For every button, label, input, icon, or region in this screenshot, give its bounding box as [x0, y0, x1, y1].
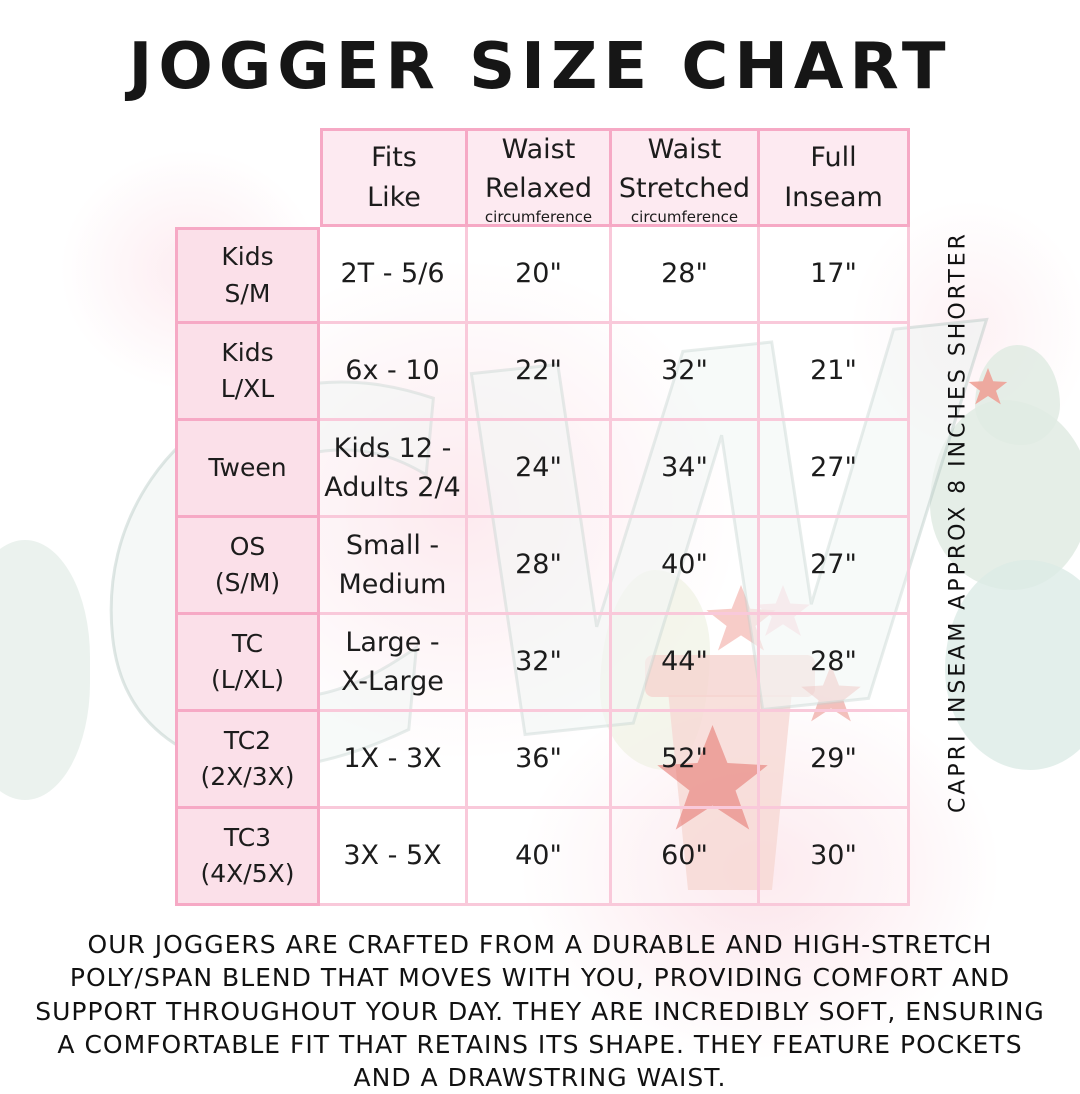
header-cell-waist-relaxed: Waist Relaxed circumference	[468, 128, 612, 227]
row-label-os-sm: OS (S/M)	[175, 518, 320, 615]
product-description: OUR JOGGERS ARE CRAFTED FROM A DURABLE A…	[35, 930, 1045, 1092]
value-cell: 6x - 10	[320, 324, 468, 421]
row-label-tc-lxl: TC (L/XL)	[175, 615, 320, 712]
column-header-label: Full Inseam	[784, 142, 883, 213]
column-header-subtext: circumference	[630, 207, 739, 226]
value-cell: 28"	[468, 518, 612, 615]
value-cell: 34"	[612, 421, 760, 518]
value-cell: 17"	[760, 227, 910, 324]
value-cell: 32"	[468, 615, 612, 712]
value-cell: 40"	[468, 809, 612, 906]
value-cell: 27"	[760, 421, 910, 518]
value-cell: 44"	[612, 615, 760, 712]
value-cell: 24"	[468, 421, 612, 518]
value-cell: 22"	[468, 324, 612, 421]
value-cell: Kids 12 - Adults 2/4	[320, 421, 468, 518]
row-label-tc2: TC2 (2X/3X)	[175, 712, 320, 809]
cactus-illustration	[0, 540, 90, 800]
value-cell: 32"	[612, 324, 760, 421]
flower-pot-illustration	[645, 655, 815, 697]
column-header-label: Waist Stretched	[618, 133, 751, 204]
capri-inseam-note: CAPRI INSEAM APPROX 8 INCHES SHORTER	[945, 231, 971, 813]
value-cell: 60"	[612, 809, 760, 906]
value-cell: 52"	[612, 712, 760, 809]
value-cell: 2T - 5/6	[320, 227, 468, 324]
value-cell: 3X - 5X	[320, 809, 468, 906]
size-chart-table: Fits Like Waist Relaxed circumference Wa…	[175, 128, 910, 906]
value-cell: Large - X-Large	[320, 615, 468, 712]
value-cell: 30"	[760, 809, 910, 906]
value-cell: 40"	[612, 518, 760, 615]
value-cell: 20"	[468, 227, 612, 324]
value-cell: 1X - 3X	[320, 712, 468, 809]
column-header-subtext: circumference	[484, 207, 593, 226]
value-cell: 36"	[468, 712, 612, 809]
row-label-kids-sm: Kids S/M	[175, 227, 320, 324]
page-title: JOGGER SIZE CHART	[128, 30, 952, 104]
value-cell: Small - Medium	[320, 518, 468, 615]
row-label-tc3: TC3 (4X/5X)	[175, 809, 320, 906]
row-label-tween: Tween	[175, 421, 320, 518]
column-header-label: Fits Like	[367, 142, 421, 213]
value-cell: 21"	[760, 324, 910, 421]
row-label-kids-lxl: Kids L/XL	[175, 324, 320, 421]
header-cell-full-inseam: Full Inseam	[760, 128, 910, 227]
header-cell-waist-stretched: Waist Stretched circumference	[612, 128, 760, 227]
value-cell: 29"	[760, 712, 910, 809]
cactus-illustration	[945, 560, 1080, 770]
value-cell: 28"	[760, 615, 910, 712]
value-cell: 28"	[612, 227, 760, 324]
corner-cell	[175, 128, 320, 227]
column-header-label: Waist Relaxed	[484, 133, 593, 204]
value-cell: 27"	[760, 518, 910, 615]
header-cell-fits-like: Fits Like	[320, 128, 468, 227]
